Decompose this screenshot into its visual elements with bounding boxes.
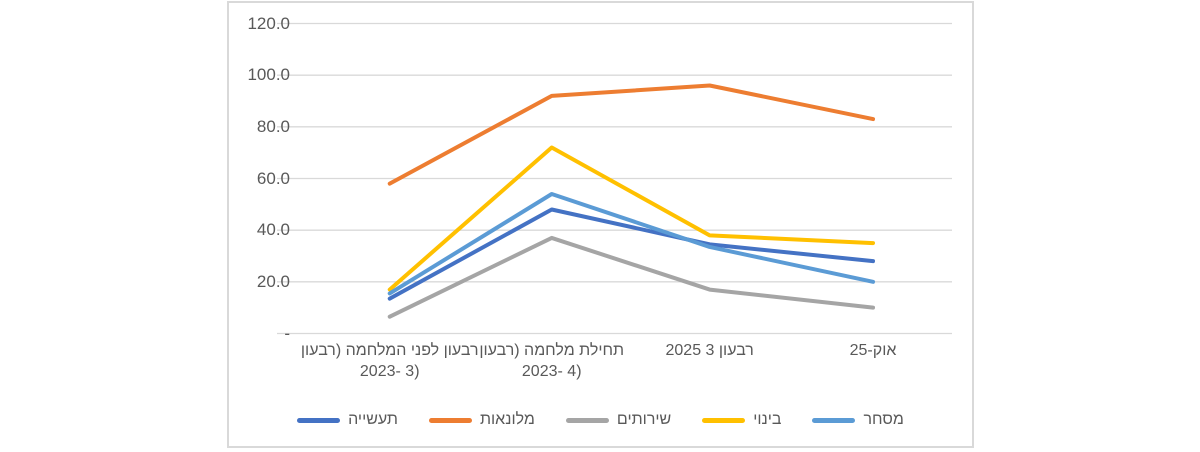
x-category-label: תחילת מלחמה (רבעון 4 -2023) xyxy=(437,340,667,382)
x-category-label-line: 4 -2023) xyxy=(521,363,582,380)
legend-line-swatch-industry xyxy=(297,417,341,423)
y-tick-label: 60.0 xyxy=(256,168,290,188)
legend-label-commerce: מסחר xyxy=(863,411,904,428)
y-tick-label: 120.0 xyxy=(247,13,290,33)
x-category-label: רבעון 3 2025 xyxy=(595,340,825,361)
legend-line-swatch-hotels xyxy=(428,417,472,423)
y-tick-label: 20.0 xyxy=(256,271,290,291)
legend: תעשייה מלונאות שירותים בינוי מסחר xyxy=(229,411,972,429)
series-line-hotels xyxy=(387,83,876,186)
x-category-label: רבעון לפני המלחמה (רבעון 3 -2023) xyxy=(275,340,505,382)
y-tick-label: 80.0 xyxy=(256,116,290,136)
x-category-label-line: אוק-25 xyxy=(849,342,897,359)
series-line-industry xyxy=(387,207,876,301)
series-line-commerce xyxy=(387,192,876,296)
x-category-label-line: תחילת מלחמה (רבעון xyxy=(479,342,625,359)
legend-label-construction: בינוי xyxy=(753,411,782,428)
legend-label-services: שירותים xyxy=(616,411,672,428)
legend-item-commerce: מסחר xyxy=(812,411,904,429)
x-category-label-line: רבעון 3 2025 xyxy=(665,342,754,359)
legend-item-services: שירותים xyxy=(565,411,672,429)
plot-area xyxy=(277,22,952,335)
legend-item-construction: בינוי xyxy=(702,411,781,429)
series-line-construction xyxy=(387,145,876,292)
x-category-label: אוק-25 xyxy=(758,340,988,361)
legend-item-industry: תעשייה xyxy=(297,411,398,429)
legend-label-industry: תעשייה xyxy=(348,411,398,428)
x-category-label-line: רבעון לפני המלחמה (רבעון xyxy=(300,342,479,359)
legend-item-hotels: מלונאות xyxy=(428,411,535,429)
legend-line-swatch-services xyxy=(565,417,609,423)
y-tick-label: - xyxy=(284,323,290,343)
legend-line-swatch-construction xyxy=(702,417,746,423)
legend-label-hotels: מלונאות xyxy=(479,411,535,428)
legend-line-swatch-commerce xyxy=(812,417,856,423)
y-tick-label: 100.0 xyxy=(247,65,290,85)
chart-box: - 20.0 40.0 60.0 80.0 100.0 120.0 רבעון לפני ה… xyxy=(227,1,974,448)
y-tick-label: 40.0 xyxy=(256,220,290,240)
x-category-label-line: 3 -2023) xyxy=(359,363,420,380)
series-line-services xyxy=(387,235,876,319)
